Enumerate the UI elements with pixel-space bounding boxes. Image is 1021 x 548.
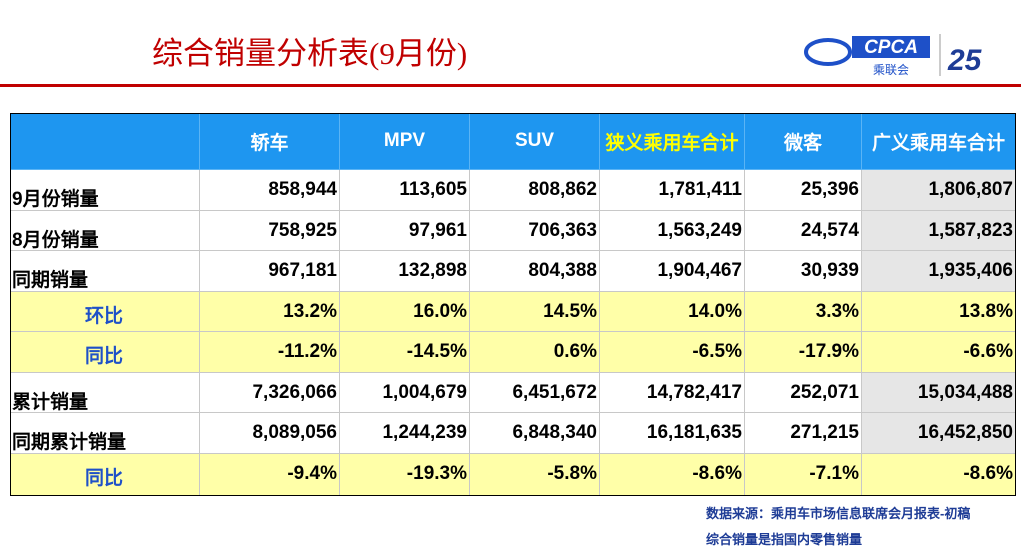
column-header: MPV [340,113,470,170]
value-cell: -8.6% [862,454,1016,496]
logo-anniversary: 25 [947,44,983,77]
value-cell: 0.6% [470,332,600,373]
row-label: 累计销量 [10,373,200,413]
logo: CPCA 乘联会 25 [804,34,983,77]
value-cell: 804,388 [470,251,600,292]
value-cell: 6,848,340 [470,413,600,454]
value-cell: 758,925 [200,211,340,251]
value-cell: 1,244,239 [340,413,470,454]
value-cell: -6.6% [862,332,1016,373]
value-cell: 30,939 [745,251,862,292]
value-cell: 24,574 [745,211,862,251]
value-cell: 858,944 [200,170,340,211]
column-header: 狭义乘用车合计 [600,113,745,170]
value-cell: 1,904,467 [600,251,745,292]
value-cell: 967,181 [200,251,340,292]
value-cell: 1,004,679 [340,373,470,413]
column-header: SUV [470,113,600,170]
value-cell: 1,563,249 [600,211,745,251]
value-cell: 14.5% [470,292,600,332]
value-cell: 6,451,672 [470,373,600,413]
row-label: 9月份销量 [10,170,200,211]
column-header: 微客 [745,113,862,170]
value-cell: 1,781,411 [600,170,745,211]
value-cell: 8,089,056 [200,413,340,454]
value-cell: 252,071 [745,373,862,413]
value-cell: -19.3% [340,454,470,496]
value-cell: 14,782,417 [600,373,745,413]
column-header: 轿车 [200,113,340,170]
value-cell: 16,181,635 [600,413,745,454]
value-cell: 14.0% [600,292,745,332]
value-cell: 16.0% [340,292,470,332]
value-cell: 1,935,406 [862,251,1016,292]
slide-title: 综合销量分析表(9月份) [152,36,468,71]
value-cell: -9.4% [200,454,340,496]
footer-note: 综合销量是指国内零售销量 [706,532,863,547]
value-cell: 1,587,823 [862,211,1016,251]
logo-cpca: CPCA [864,37,918,58]
value-cell: 808,862 [470,170,600,211]
value-cell: -7.1% [745,454,862,496]
logo-name: 乘联会 [873,63,909,77]
value-cell: 7,326,066 [200,373,340,413]
logo-box [852,36,930,58]
value-cell: 3.3% [745,292,862,332]
row-label: 同期销量 [10,251,200,292]
value-cell: -6.5% [600,332,745,373]
value-cell: 16,452,850 [862,413,1016,454]
value-cell: -14.5% [340,332,470,373]
value-cell: -11.2% [200,332,340,373]
row-label: 环比 [10,292,200,332]
value-cell: 113,605 [340,170,470,211]
row-label: 同比 [10,332,200,373]
value-cell: 25,396 [745,170,862,211]
value-cell: 15,034,488 [862,373,1016,413]
logo-swoosh [804,38,852,66]
value-cell: 706,363 [470,211,600,251]
row-label: 8月份销量 [10,211,200,251]
row-label: 同期累计销量 [10,413,200,454]
value-cell: -17.9% [745,332,862,373]
header-rule [0,84,1021,87]
value-cell: 13.2% [200,292,340,332]
footer-source: 数据来源：乘用车市场信息联席会月报表-初稿 [706,506,971,521]
value-cell: 97,961 [340,211,470,251]
header-corner [10,113,200,170]
value-cell: -8.6% [600,454,745,496]
value-cell: 13.8% [862,292,1016,332]
value-cell: 132,898 [340,251,470,292]
column-header: 广义乘用车合计 [862,113,1016,170]
row-label: 同比 [10,454,200,496]
value-cell: -5.8% [470,454,600,496]
value-cell: 271,215 [745,413,862,454]
value-cell: 1,806,807 [862,170,1016,211]
